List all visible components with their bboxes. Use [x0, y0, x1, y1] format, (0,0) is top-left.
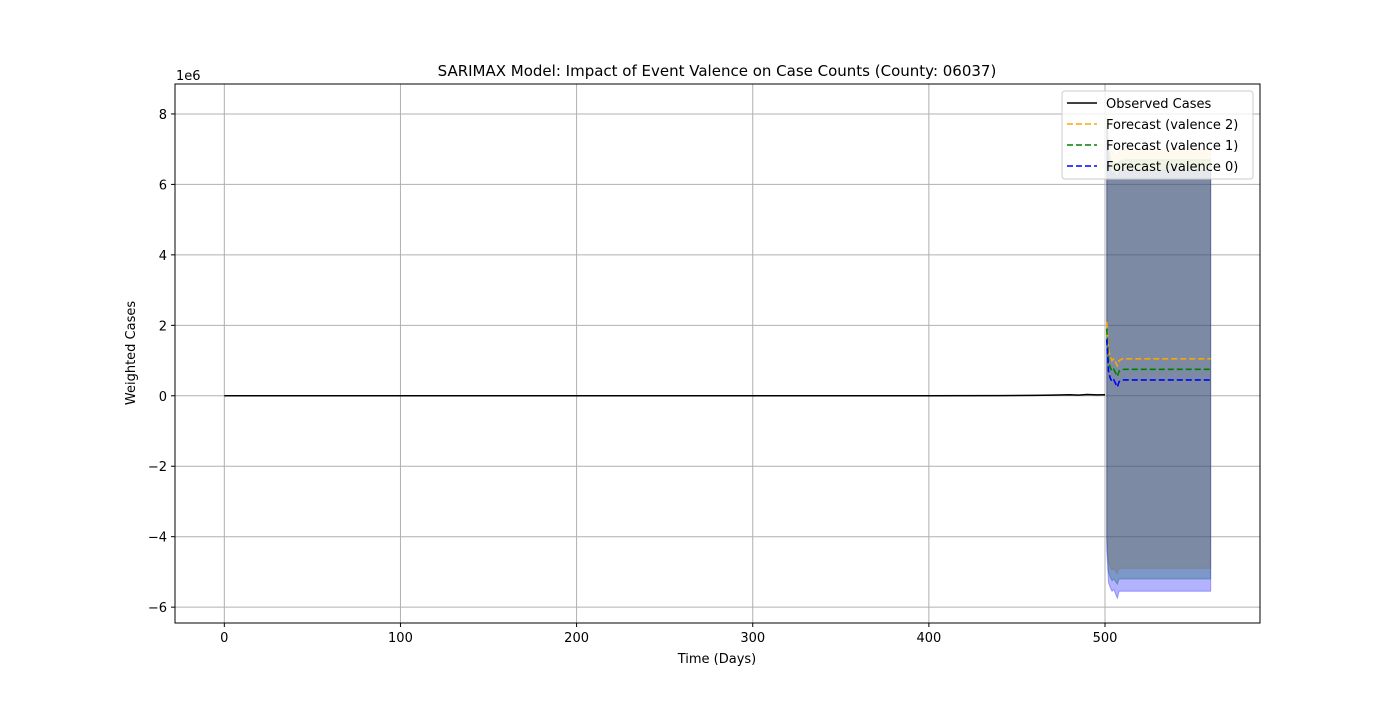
forecast-line [1105, 328, 1211, 379]
ticks-layer: 0 100 200 300 400 500 −6 −4 −2 0 2 4 6 8 [148, 108, 1118, 646]
x-tick-label: 0 [220, 631, 228, 646]
y-tick-label: 2 [159, 319, 167, 334]
y-tick-label: 0 [159, 390, 167, 405]
y-tick-label: 8 [159, 108, 167, 123]
legend-label: Forecast (valence 1) [1106, 139, 1238, 154]
legend-label: Forecast (valence 2) [1106, 118, 1238, 133]
y-tick-label: 4 [159, 249, 167, 264]
x-tick-label: 200 [564, 631, 589, 646]
x-tick-label: 500 [1093, 631, 1118, 646]
legend-label: Observed Cases [1106, 97, 1211, 112]
y-tick-label: −4 [148, 531, 167, 546]
y-tick-label: −2 [148, 460, 167, 475]
confidence-bands [1106, 110, 1212, 600]
y-axis-label: Weighted Cases [124, 301, 139, 405]
confidence-band [1106, 128, 1212, 600]
x-tick-label: 100 [388, 631, 413, 646]
y-tick-label: −6 [148, 601, 167, 616]
chart-title: SARIMAX Model: Impact of Event Valence o… [438, 62, 997, 80]
observed-line [224, 393, 1106, 397]
legend: Observed Cases Forecast (valence 2) Foreca… [1061, 90, 1254, 180]
legend-label: Forecast (valence 0) [1106, 160, 1238, 175]
legend-box [1061, 90, 1254, 180]
y-axis-offset-label: 1e6 [176, 69, 201, 84]
forecast-line [1105, 339, 1211, 390]
series-layer [224, 321, 1211, 397]
plot-frame [174, 83, 1261, 624]
x-axis-label: Time (Days) [677, 652, 757, 667]
forecast-line [1105, 321, 1211, 368]
x-tick-label: 400 [916, 631, 941, 646]
x-tick-label: 300 [740, 631, 765, 646]
y-tick-label: 6 [159, 178, 167, 193]
